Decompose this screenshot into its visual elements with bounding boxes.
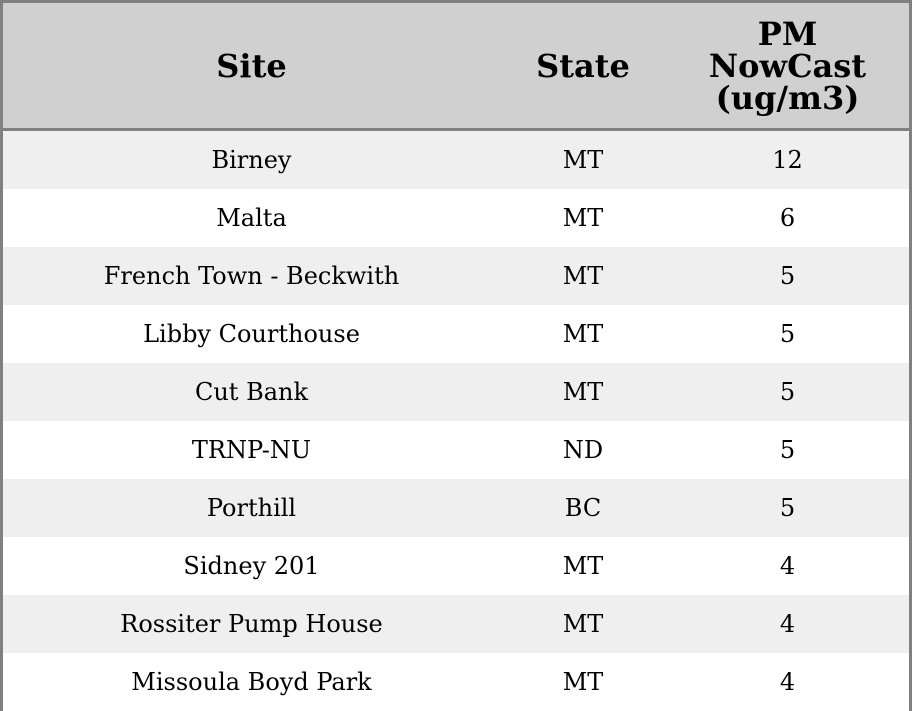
header-pm-line: (ug/m3) [715, 78, 860, 117]
pm-nowcast-table: Site State PM NowCast (ug/m3) Birney MT 12… [3, 3, 909, 711]
header-state: State [500, 3, 666, 131]
cell-pm: 6 [666, 189, 909, 247]
cell-site: Cut Bank [3, 363, 500, 421]
table-row: Porthill BC 5 [3, 479, 909, 537]
header-pm-line: NowCast [708, 46, 867, 85]
cell-site: TRNP-NU [3, 421, 500, 479]
cell-state: MT [500, 129, 666, 189]
cell-state: MT [500, 363, 666, 421]
cell-pm: 5 [666, 479, 909, 537]
cell-site: Rossiter Pump House [3, 595, 500, 653]
cell-state: MT [500, 189, 666, 247]
header-pm-nowcast: PM NowCast (ug/m3) [666, 3, 909, 131]
cell-pm: 4 [666, 595, 909, 653]
cell-state: BC [500, 479, 666, 537]
cell-site: Malta [3, 189, 500, 247]
cell-site: Libby Courthouse [3, 305, 500, 363]
cell-site: Birney [3, 129, 500, 189]
cell-pm: 5 [666, 421, 909, 479]
cell-state: MT [500, 653, 666, 711]
cell-pm: 5 [666, 247, 909, 305]
cell-pm: 12 [666, 129, 909, 189]
cell-site: Missoula Boyd Park [3, 653, 500, 711]
cell-site: Porthill [3, 479, 500, 537]
cell-site: French Town - Beckwith [3, 247, 500, 305]
table-row: Missoula Boyd Park MT 4 [3, 653, 909, 711]
table-row: Sidney 201 MT 4 [3, 537, 909, 595]
cell-state: MT [500, 247, 666, 305]
cell-site: Sidney 201 [3, 537, 500, 595]
table-row: Libby Courthouse MT 5 [3, 305, 909, 363]
table-row: Rossiter Pump House MT 4 [3, 595, 909, 653]
cell-state: MT [500, 537, 666, 595]
header-pm-line: PM [757, 14, 818, 53]
cell-pm: 4 [666, 537, 909, 595]
table-row: French Town - Beckwith MT 5 [3, 247, 909, 305]
cell-pm: 4 [666, 653, 909, 711]
cell-pm: 5 [666, 305, 909, 363]
table-row: Malta MT 6 [3, 189, 909, 247]
cell-state: ND [500, 421, 666, 479]
cell-state: MT [500, 305, 666, 363]
cell-state: MT [500, 595, 666, 653]
cell-pm: 5 [666, 363, 909, 421]
table-row: Cut Bank MT 5 [3, 363, 909, 421]
table-row: Birney MT 12 [3, 129, 909, 189]
header-row: Site State PM NowCast (ug/m3) [3, 3, 909, 131]
table-row: TRNP-NU ND 5 [3, 421, 909, 479]
header-site: Site [3, 3, 500, 131]
